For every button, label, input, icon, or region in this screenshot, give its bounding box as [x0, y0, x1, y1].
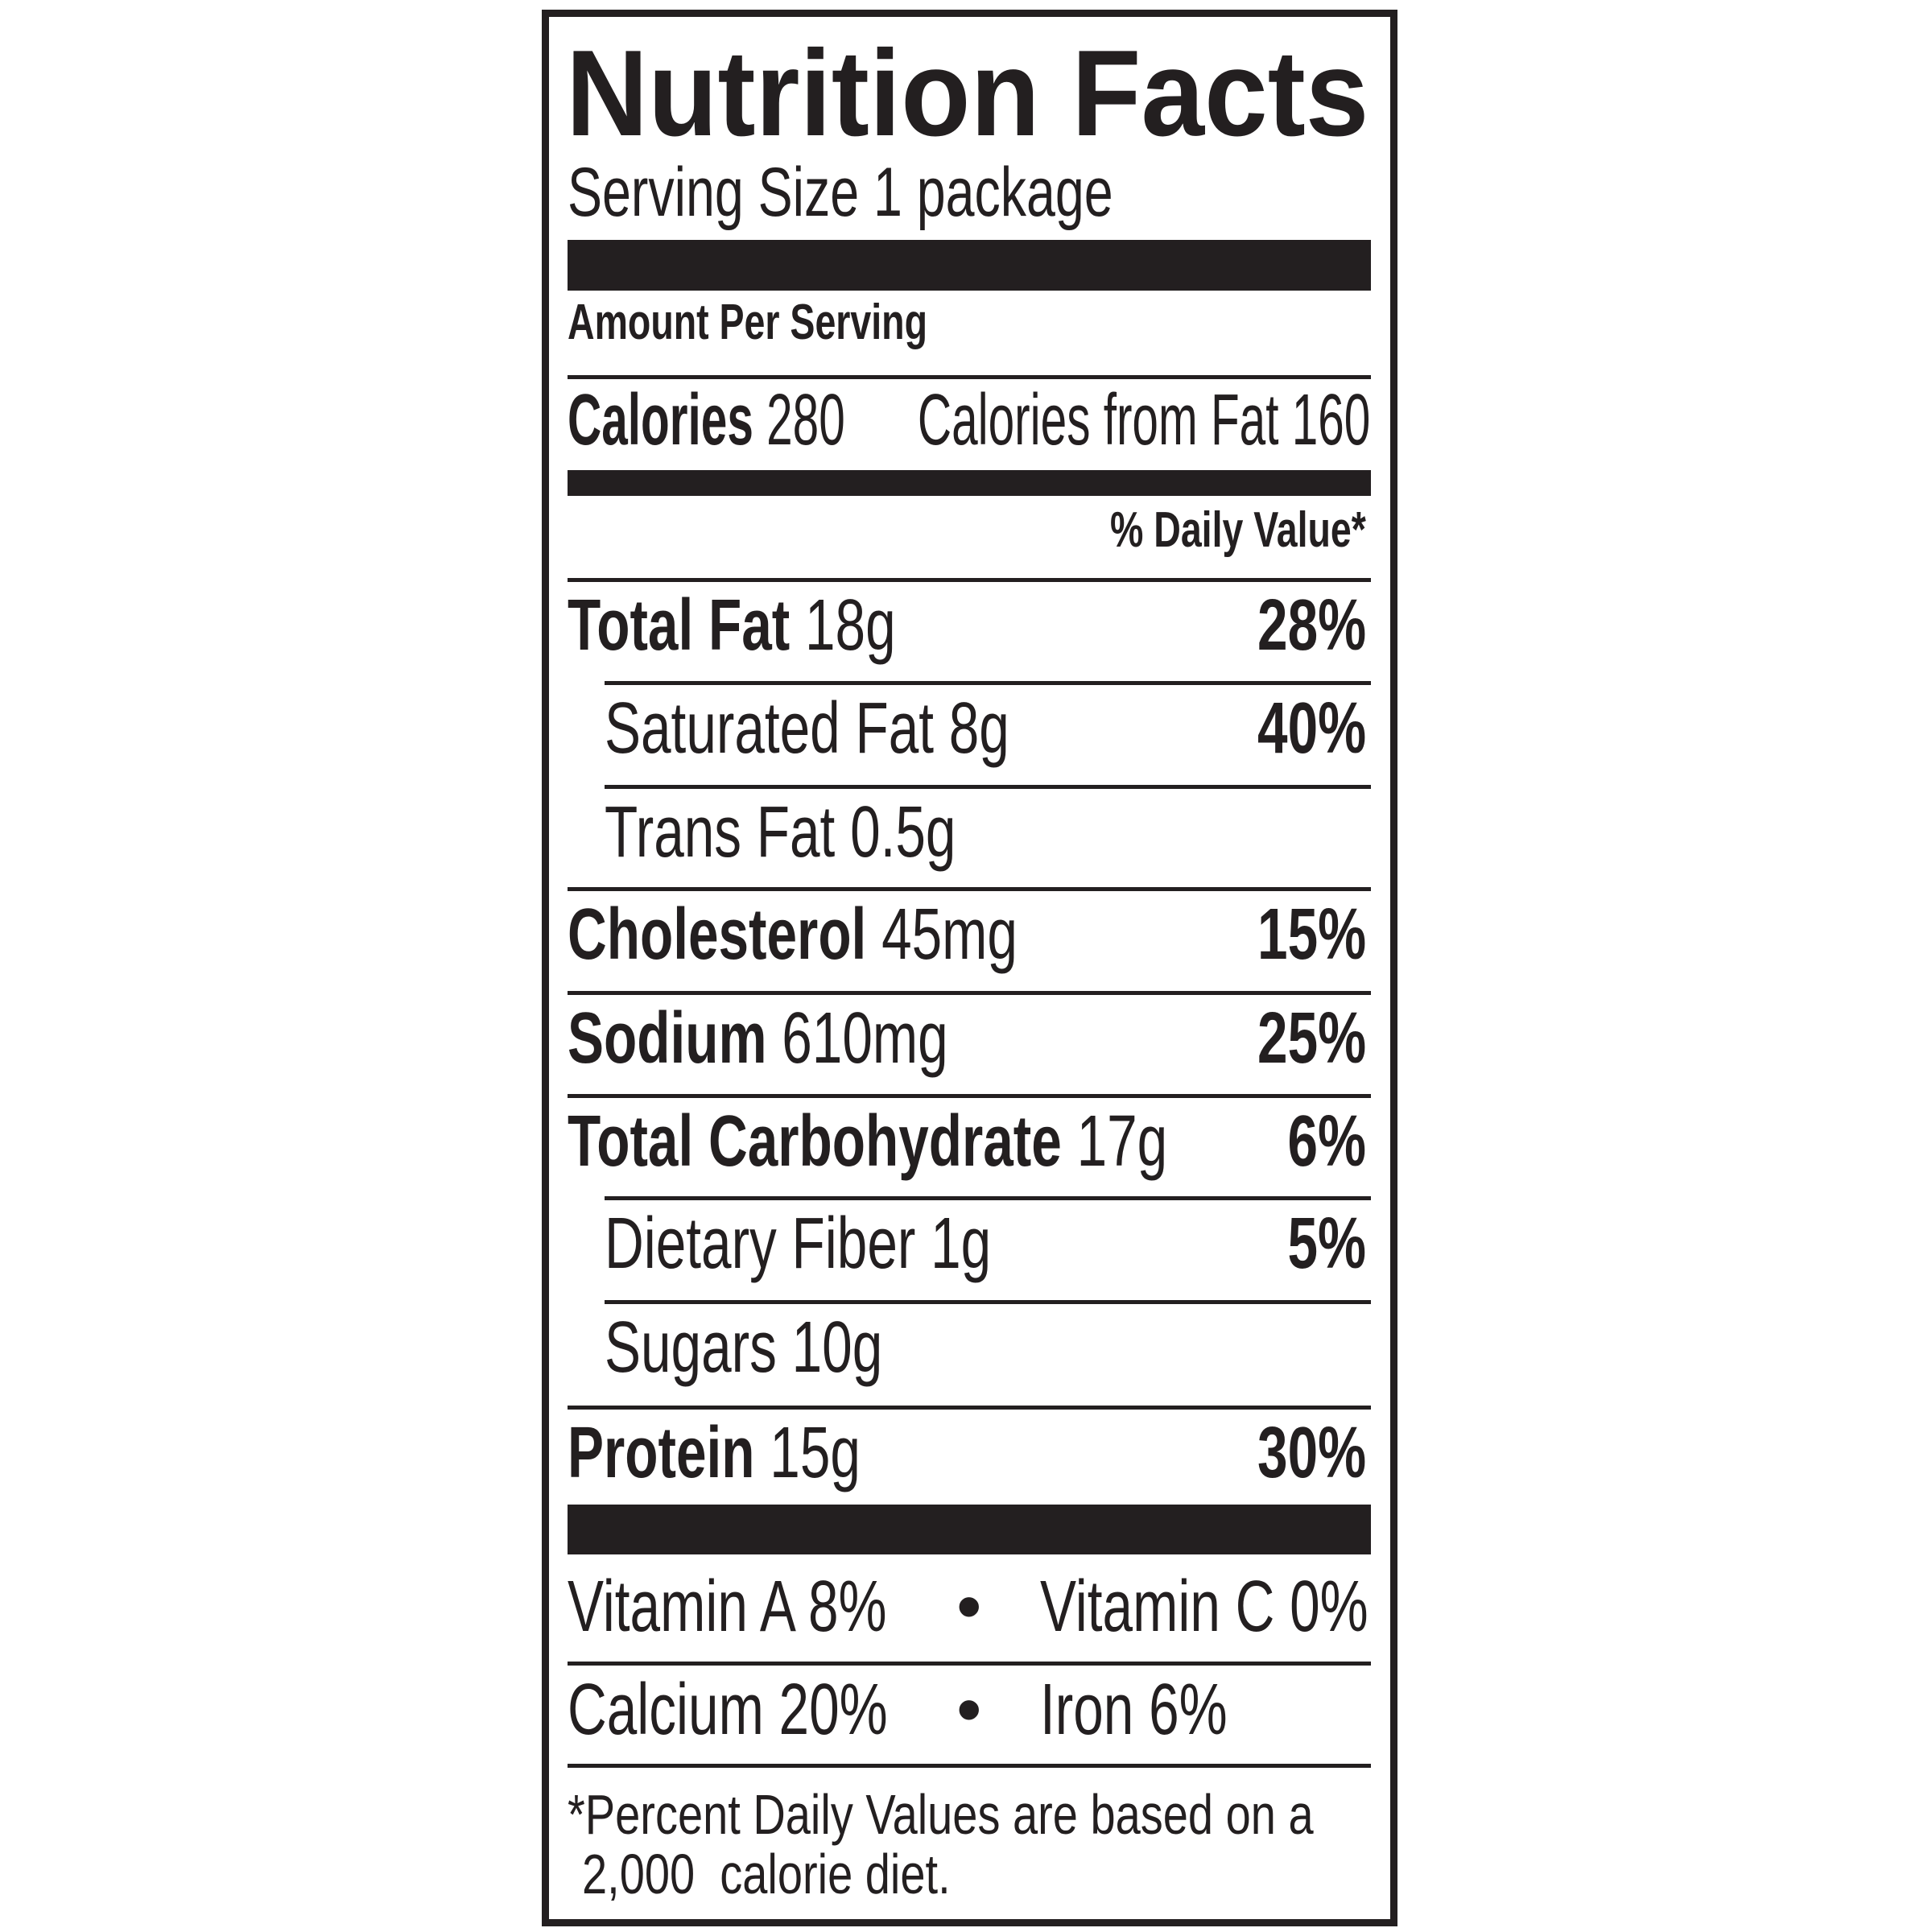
nutrient-amount: 15g	[770, 1413, 861, 1493]
nutrient-row: Saturated Fat 8g	[605, 692, 1009, 765]
calories-label: Calories	[568, 380, 753, 460]
divider	[568, 1094, 1371, 1098]
nutrient-amount: 10g	[791, 1307, 883, 1388]
nutrient-amount: 1g	[931, 1203, 992, 1284]
nutrient-daily-value: 30%	[1257, 1413, 1366, 1493]
nutrient-label: Protein	[568, 1413, 755, 1493]
nutrient-daily-value: 28%	[1257, 585, 1366, 666]
nutrient-label: Sugars	[605, 1307, 777, 1388]
divider	[568, 887, 1371, 891]
nutrient-row: Dietary Fiber 1g	[605, 1208, 991, 1280]
divider	[568, 578, 1371, 582]
nutrient-daily-value: 25%	[1257, 998, 1366, 1079]
nutrient-label: Total Carbohydrate	[568, 1101, 1062, 1182]
nutrient-amount: 8g	[948, 688, 1009, 769]
nutrient-label: Sodium	[568, 998, 767, 1079]
nutrient-row: Trans Fat 0.5g	[605, 796, 956, 869]
divider	[568, 1406, 1371, 1410]
divider	[568, 375, 1371, 379]
nutrient-row: Total Carbohydrate 17g	[568, 1105, 1167, 1178]
divider	[568, 1764, 1371, 1768]
nutrient-amount: 18g	[804, 585, 896, 666]
nutrient-row: Protein 15g	[568, 1417, 861, 1489]
thick-divider	[568, 1505, 1371, 1554]
daily-value-header: % Daily Value*	[1110, 502, 1366, 558]
divider	[605, 1196, 1371, 1200]
divider	[568, 1662, 1371, 1666]
serving-size: Serving Size 1 package	[568, 154, 1113, 231]
vitamin-c: Vitamin C 0%	[1040, 1567, 1368, 1647]
nutrient-row: Cholesterol 45mg	[568, 898, 1018, 971]
divider	[605, 1300, 1371, 1304]
divider	[568, 991, 1371, 995]
label-title: Nutrition Facts	[566, 25, 1369, 162]
nutrient-daily-value: 15%	[1257, 894, 1366, 975]
nutrient-daily-value: 6%	[1287, 1101, 1366, 1182]
nutrient-row: Sugars 10g	[605, 1311, 882, 1384]
nutrient-label: Trans Fat	[605, 792, 836, 873]
nutrient-label: Saturated Fat	[605, 688, 934, 769]
nutrient-label: Cholesterol	[568, 894, 867, 975]
footnote-line-2: 2,000 calorie diet.	[582, 1843, 951, 1905]
amount-per-serving: Amount Per Serving	[568, 295, 927, 350]
nutrient-daily-value: 40%	[1257, 688, 1366, 769]
nutrient-amount: 17g	[1076, 1101, 1168, 1182]
nutrient-amount: 45mg	[881, 894, 1018, 975]
footnote-line-1: *Percent Daily Values are based on a	[568, 1783, 1314, 1846]
nutrient-label: Dietary Fiber	[605, 1203, 916, 1284]
nutrient-row: Sodium 610mg	[568, 1002, 948, 1075]
calories-row: Calories 280	[568, 384, 845, 456]
bullet: •	[956, 1567, 982, 1647]
nutrient-amount: 0.5g	[850, 792, 956, 873]
bullet: •	[956, 1670, 982, 1750]
calories-from-fat: Calories from Fat 160	[917, 380, 1370, 460]
nutrient-row: Total Fat 18g	[568, 589, 896, 662]
calories-value: 280	[766, 380, 845, 460]
divider	[605, 681, 1371, 685]
nutrient-daily-value: 5%	[1287, 1203, 1366, 1284]
vitamin-a: Vitamin A 8%	[568, 1567, 887, 1647]
nutrient-amount: 610mg	[782, 998, 948, 1079]
medium-divider	[568, 470, 1371, 496]
nutrient-label: Total Fat	[568, 585, 791, 666]
divider	[605, 785, 1371, 789]
calcium: Calcium 20%	[568, 1670, 888, 1750]
thick-divider	[568, 240, 1371, 291]
nutrition-label-border	[542, 10, 1397, 1926]
iron: Iron 6%	[1040, 1670, 1228, 1750]
